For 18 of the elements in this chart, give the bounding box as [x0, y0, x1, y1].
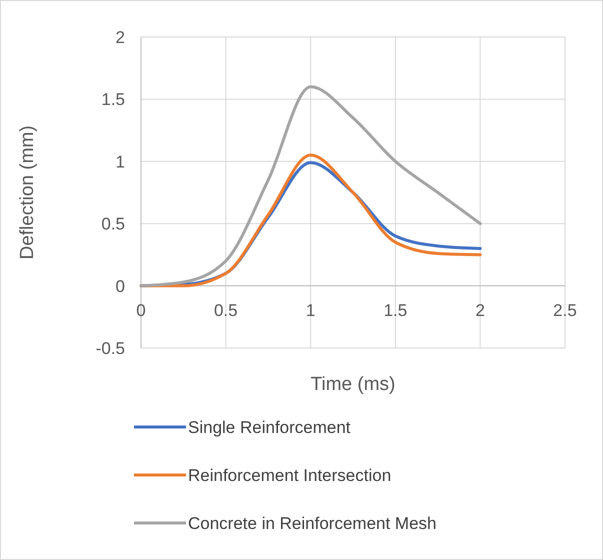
line-series [140, 85, 482, 288]
y-tick-label: 0.5 [101, 214, 125, 234]
x-axis-title: Time (ms) [310, 374, 396, 395]
legend-label: Single Reinforcement [188, 418, 351, 437]
legend-label: Reinforcement Intersection [188, 466, 392, 485]
x-tick-label: 2.5 [553, 300, 577, 320]
x-tick-label: 0.5 [214, 300, 238, 320]
y-tick-label: 1.5 [101, 90, 125, 110]
x-tick-label: 0 [136, 300, 146, 320]
y-tick-label: 2 [116, 28, 125, 47]
x-tick-label: 1.5 [384, 300, 408, 320]
x-tick-label: 2 [475, 300, 485, 320]
y-tick-label: 0 [116, 276, 125, 296]
y-axis-title: Deflection (mm) [17, 125, 38, 260]
legend-label: Concrete in Reinforcement Mesh [188, 514, 437, 533]
x-tick-label: 1 [306, 300, 316, 320]
y-tick-label: 1 [116, 152, 125, 172]
y-tick-label: -0.5 [96, 339, 125, 358]
